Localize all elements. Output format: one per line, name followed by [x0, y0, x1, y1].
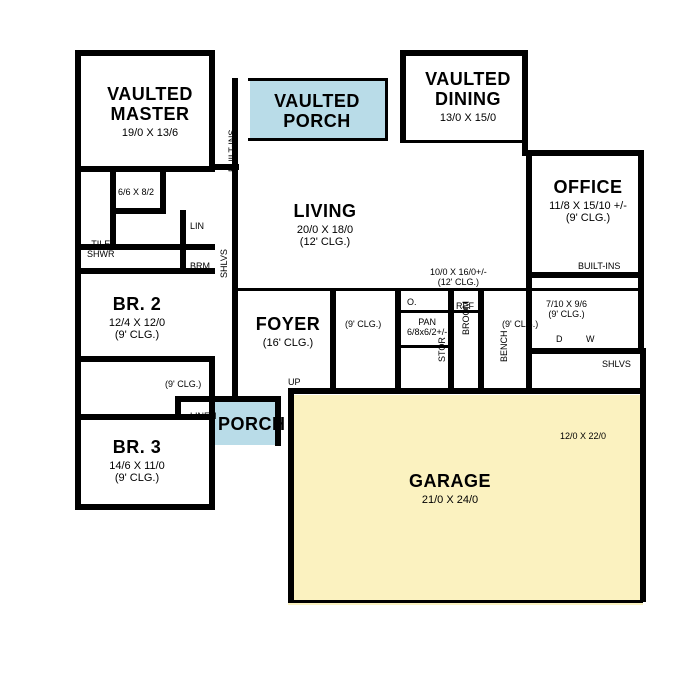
room-dim: 20/0 X 18/0 (12' CLG.): [275, 224, 375, 248]
wall-33: [526, 150, 644, 156]
wall-17: [75, 504, 215, 510]
room-title: BR. 3: [82, 438, 192, 458]
wall-11: [180, 210, 186, 270]
wall-43: [248, 138, 388, 141]
small-label-closet_dim: 6/6 X 8/2: [118, 188, 154, 198]
wall-42: [385, 78, 388, 140]
wall-32: [526, 150, 532, 390]
small-label-bench: BENCH: [500, 330, 510, 362]
room-label-living_title: LIVING20/0 X 18/0 (12' CLG.): [275, 202, 375, 248]
wall-0: [75, 50, 215, 56]
wall-37: [400, 50, 528, 56]
small-label-garage_dim2: 12/0 X 22/0: [560, 432, 606, 442]
wall-13: [75, 356, 215, 362]
small-label-linen: LINEN: [190, 412, 217, 422]
wall-27: [395, 290, 401, 388]
small-label-ov: O.: [407, 298, 417, 308]
small-label-nine_clg2: (9' CLG.): [345, 320, 381, 330]
room-label-br3_title: BR. 314/6 X 11/0 (9' CLG.): [82, 438, 192, 484]
room-title: LIVING: [275, 202, 375, 222]
wall-5: [232, 140, 238, 400]
wall-2: [209, 50, 215, 170]
small-label-shlvs1: SHLVS: [220, 249, 230, 278]
wall-21: [232, 288, 642, 291]
wall-1: [75, 50, 81, 508]
small-label-brm: BRM: [190, 262, 210, 272]
small-label-d: D: [556, 335, 563, 345]
wall-26: [288, 600, 643, 603]
wall-36: [526, 348, 646, 354]
room-dim: (16' CLG.): [248, 337, 328, 349]
wall-28: [448, 290, 454, 388]
small-label-built2: BUILT-INS: [578, 262, 620, 272]
small-label-shlvs2: SHLVS: [602, 360, 631, 370]
wall-38: [400, 50, 406, 140]
wall-41: [248, 78, 388, 81]
small-label-kitchen_dim: 10/0 X 16/0+/- (12' CLG.): [430, 268, 487, 288]
floor-plan: VAULTED MASTER 19/0 X 13/6 VAULTED PORCH VA…: [0, 0, 681, 675]
wall-25: [640, 348, 646, 602]
room-title: VAULTED PORCH: [262, 92, 372, 132]
wall-29: [478, 290, 484, 388]
wall-6: [75, 166, 215, 172]
room-title: VAULTED DINING: [418, 70, 518, 110]
room-dim: 19/0 X 13/6: [100, 127, 200, 139]
room-title: GARAGE: [380, 472, 520, 492]
room-label-foyer_title: FOYER (16' CLG.): [248, 315, 328, 349]
wall-34: [638, 150, 644, 350]
room-label-dining_title: VAULTED DINING 13/0 X 15/0: [418, 70, 518, 124]
small-label-laundry_dim: 7/10 X 9/6 (9' CLG.): [546, 300, 587, 320]
room-title: BR. 2: [82, 295, 192, 315]
wall-24: [288, 388, 294, 602]
room-title: PORCH: [218, 415, 272, 435]
wall-35: [526, 272, 644, 278]
room-dim: 12/4 X 12/0 (9' CLG.): [82, 317, 192, 341]
room-title: OFFICE: [540, 178, 636, 198]
wall-9: [110, 208, 166, 214]
small-label-nine_clg3: (9' CLG.): [502, 320, 538, 330]
room-label-vporch_title: VAULTED PORCH: [262, 92, 372, 132]
wall-19: [209, 396, 279, 402]
small-label-lin1: LIN: [190, 222, 204, 232]
room-label-garage_title: GARAGE 21/0 X 24/0: [380, 472, 520, 506]
small-label-stor: STOR: [438, 337, 448, 362]
small-label-broom: BROOM: [462, 301, 472, 335]
small-label-built1: BUILT-INS: [228, 130, 238, 172]
room-dim: 13/0 X 15/0: [418, 112, 518, 124]
room-title: VAULTED MASTER: [100, 85, 200, 125]
room-dim: 21/0 X 24/0: [380, 494, 520, 506]
small-label-up: UP: [288, 378, 301, 388]
small-label-pan: PAN 6/8x6/2+/-: [407, 318, 447, 338]
room-dim: 11/8 X 15/10 +/- (9' CLG.): [540, 200, 636, 224]
room-label-office_title: OFFICE11/8 X 15/10 +/- (9' CLG.): [540, 178, 636, 224]
room-label-br2_title: BR. 212/4 X 12/0 (9' CLG.): [82, 295, 192, 341]
small-label-tile_shwr: TILE SHWR: [87, 240, 115, 260]
wall-22: [330, 290, 336, 390]
wall-8: [160, 170, 166, 210]
wall-18: [209, 356, 215, 508]
wall-40: [400, 140, 528, 143]
small-label-w: W: [586, 335, 595, 345]
room-dim: 14/6 X 11/0 (9' CLG.): [82, 460, 192, 484]
room-label-porch_title: PORCH: [218, 415, 272, 435]
room-label-master_title: VAULTED MASTER 19/0 X 13/6: [100, 85, 200, 139]
room-title: FOYER: [248, 315, 328, 335]
small-label-nine_clg: (9' CLG.): [165, 380, 201, 390]
wall-23: [288, 388, 643, 394]
